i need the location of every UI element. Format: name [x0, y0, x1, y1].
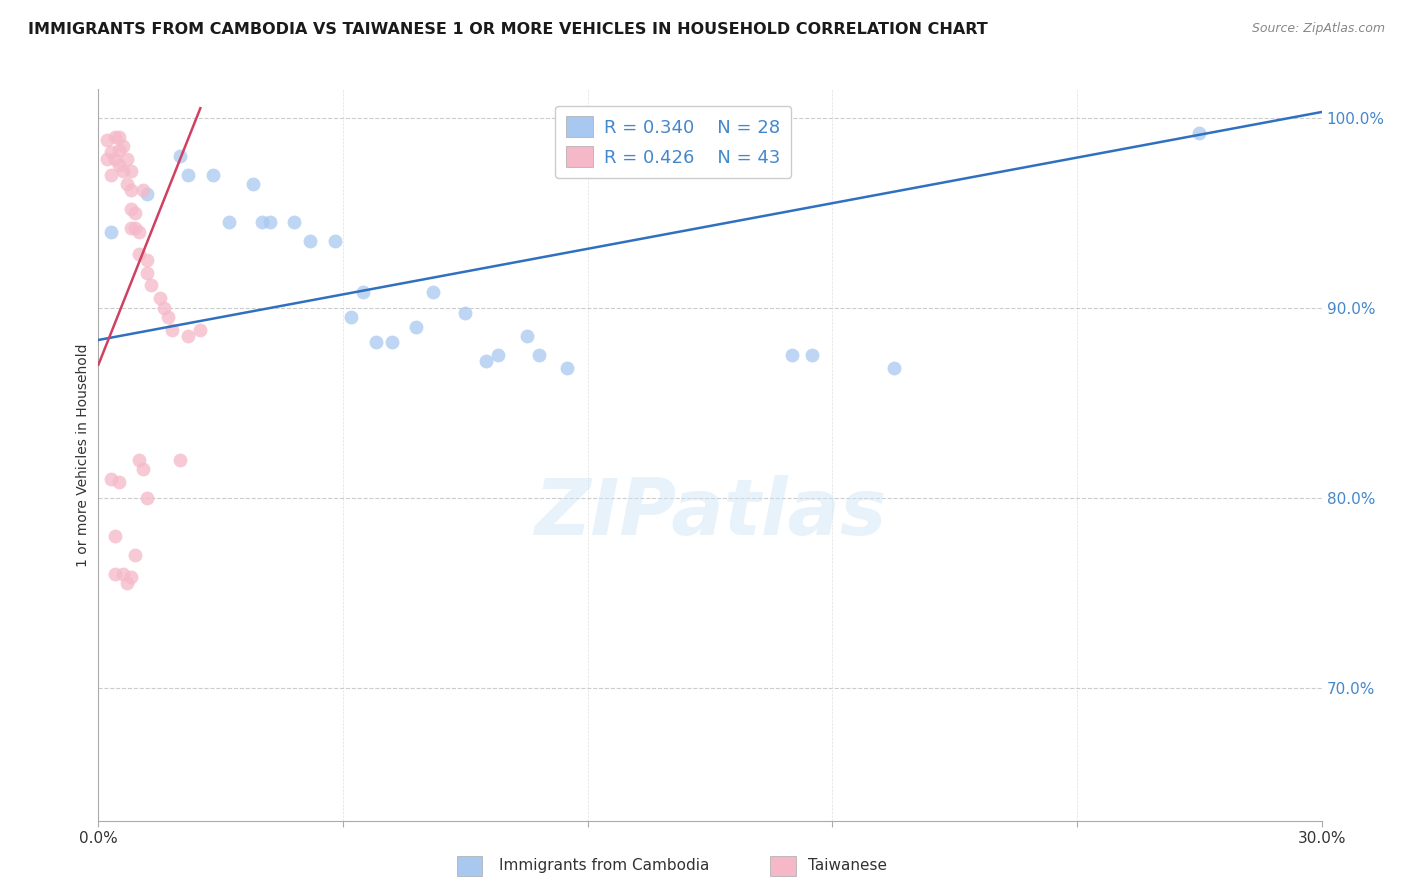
Point — [486, 348, 509, 362]
Point — [120, 220, 142, 235]
Point — [557, 361, 579, 376]
Y-axis label: 1 or more Vehicles in Household: 1 or more Vehicles in Household — [76, 343, 90, 566]
Point — [100, 225, 122, 239]
Point — [1188, 126, 1211, 140]
Point — [152, 301, 174, 315]
Point — [104, 153, 127, 167]
Point — [120, 164, 142, 178]
Point — [188, 323, 212, 337]
Point — [454, 306, 477, 320]
Point — [100, 145, 122, 159]
Point — [111, 139, 134, 153]
Point — [100, 168, 122, 182]
Point — [96, 153, 118, 167]
Point — [128, 452, 150, 467]
Point — [780, 348, 803, 362]
Point — [883, 361, 905, 376]
Point — [801, 348, 824, 362]
Point — [149, 291, 172, 305]
Point — [160, 323, 183, 337]
Point — [120, 183, 142, 197]
Point — [128, 225, 150, 239]
Point — [108, 158, 131, 172]
Point — [132, 462, 155, 476]
Point — [104, 129, 127, 144]
Point — [323, 234, 346, 248]
Point — [124, 548, 146, 562]
Point — [136, 491, 159, 505]
Point — [516, 329, 538, 343]
Point — [218, 215, 240, 229]
Point — [422, 285, 444, 300]
Point — [340, 310, 363, 325]
Point — [128, 247, 150, 261]
Point — [177, 168, 200, 182]
Point — [352, 285, 374, 300]
Point — [111, 164, 134, 178]
Point — [201, 168, 224, 182]
Point — [136, 253, 159, 268]
Point — [104, 529, 127, 543]
Point — [242, 177, 264, 191]
Point — [111, 566, 134, 581]
Point — [96, 134, 118, 148]
Point — [108, 143, 131, 157]
Legend: R = 0.340    N = 28, R = 0.426    N = 43: R = 0.340 N = 28, R = 0.426 N = 43 — [555, 105, 792, 178]
Point — [124, 205, 146, 219]
Point — [381, 334, 404, 349]
Point — [250, 215, 273, 229]
Point — [104, 566, 127, 581]
Point — [474, 354, 498, 368]
Point — [115, 576, 138, 591]
Point — [527, 348, 550, 362]
Text: Immigrants from Cambodia: Immigrants from Cambodia — [499, 858, 710, 872]
Point — [115, 153, 138, 167]
Text: Source: ZipAtlas.com: Source: ZipAtlas.com — [1251, 22, 1385, 36]
Point — [100, 472, 122, 486]
Point — [283, 215, 305, 229]
Point — [405, 319, 427, 334]
Point — [136, 186, 159, 201]
Point — [169, 149, 191, 163]
Point — [108, 475, 131, 490]
Point — [169, 452, 191, 467]
Point — [141, 277, 163, 292]
Point — [120, 202, 142, 216]
Point — [156, 310, 179, 325]
Point — [120, 570, 142, 584]
Point — [364, 334, 387, 349]
Point — [132, 183, 155, 197]
Point — [177, 329, 200, 343]
Text: Taiwanese: Taiwanese — [808, 858, 887, 872]
Point — [136, 267, 159, 281]
Text: ZIPatlas: ZIPatlas — [534, 475, 886, 551]
Point — [259, 215, 281, 229]
Text: IMMIGRANTS FROM CAMBODIA VS TAIWANESE 1 OR MORE VEHICLES IN HOUSEHOLD CORRELATIO: IMMIGRANTS FROM CAMBODIA VS TAIWANESE 1 … — [28, 22, 988, 37]
Point — [124, 220, 146, 235]
Point — [108, 129, 131, 144]
Point — [115, 177, 138, 191]
Point — [299, 234, 322, 248]
